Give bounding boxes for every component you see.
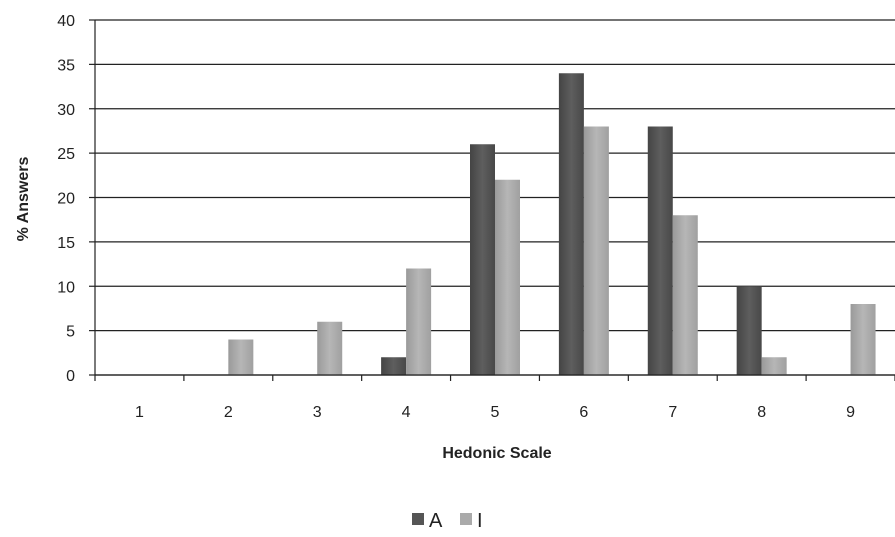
y-tick-label: 40 [57, 13, 75, 30]
legend-swatch-I [460, 513, 472, 525]
bar-A-8 [736, 286, 762, 375]
y-tick-label: 0 [66, 368, 75, 385]
bars [228, 73, 876, 375]
y-tick-label: 5 [66, 324, 75, 341]
bar-I-2 [228, 339, 254, 375]
bar-A-6 [558, 73, 584, 375]
y-tick-label: 20 [57, 191, 75, 208]
y-tick-label: 35 [57, 57, 75, 74]
x-tick-label: 1 [135, 404, 144, 421]
legend-label-A: A [429, 510, 443, 532]
x-axis-title: Hedonic Scale [442, 445, 551, 462]
y-tick-label: 25 [57, 146, 75, 163]
x-tick-label: 7 [668, 404, 677, 421]
x-tick-label: 8 [757, 404, 766, 421]
bar-A-5 [470, 144, 495, 375]
bar-A-7 [647, 126, 673, 375]
bar-I-5 [495, 179, 520, 375]
bar-I-8 [761, 357, 787, 375]
x-tick-labels: 1 2 3 4 5 6 7 8 9 [135, 404, 855, 421]
bar-I-9 [850, 304, 876, 375]
x-tick-label: 9 [846, 404, 855, 421]
bar-I-7 [672, 215, 698, 375]
bar-I-6 [583, 126, 609, 375]
y-tick-label: 15 [57, 235, 75, 252]
y-tick-label: 30 [57, 102, 75, 119]
bar-A-4 [381, 357, 407, 375]
x-tick-label: 5 [491, 404, 500, 421]
x-tick-label: 4 [402, 404, 411, 421]
y-tick-label: 10 [57, 279, 75, 296]
legend-label-I: I [477, 510, 483, 532]
x-tick-label: 3 [313, 404, 322, 421]
y-tick-labels: 0 5 10 15 20 25 30 35 40 [57, 13, 75, 385]
legend-swatch-A [412, 513, 424, 525]
x-tick-label: 6 [579, 404, 588, 421]
x-tick-label: 2 [224, 404, 233, 421]
y-axis-title: % Answers [15, 157, 32, 242]
axes [94, 20, 895, 381]
bar-I-4 [406, 268, 432, 375]
bar-I-3 [317, 321, 343, 375]
